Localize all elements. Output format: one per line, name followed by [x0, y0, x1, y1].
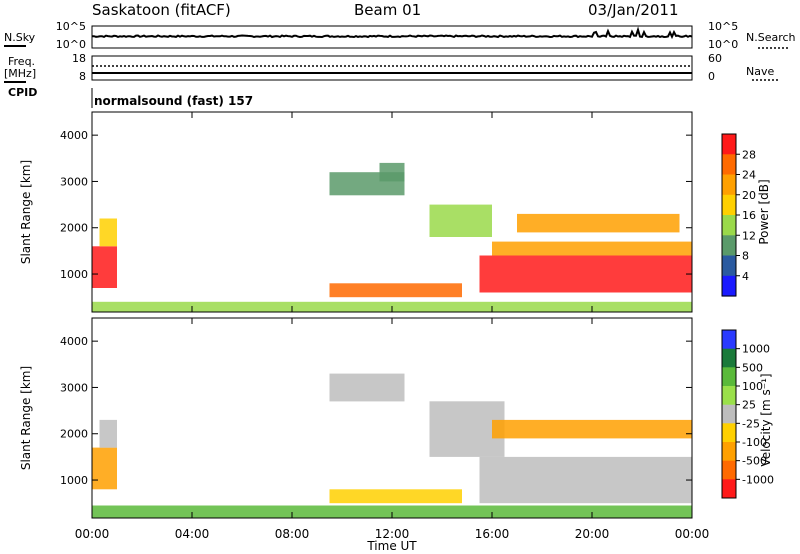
power-cbar-swatch-2	[722, 174, 736, 196]
station-title: Saskatoon (fitACF)	[92, 1, 231, 19]
date-title: 03/Jan/2011	[588, 1, 679, 19]
mhz-label: [MHz]	[4, 67, 37, 80]
velocity-cbar-tick-1: 500	[742, 361, 763, 374]
x-tick-4: 16:00	[475, 527, 510, 541]
velocity-cbar-swatch-8	[722, 479, 736, 499]
x-tick-3: 12:00	[375, 527, 410, 541]
noise-left-tick-top: 10^5	[56, 20, 86, 33]
power-cbar-tick-6: 4	[742, 270, 749, 283]
power-cbar-swatch-0	[722, 134, 736, 155]
velocity-cbar-tick-7: -1000	[742, 473, 774, 486]
freq-panel: 18 8 60 0	[4, 52, 780, 83]
x-tick-2: 08:00	[275, 527, 310, 541]
x-tick-1: 04:00	[175, 527, 210, 541]
power-panel: 1000 2000 3000 4000 Slant Range [km]	[19, 111, 693, 313]
freq-label: Freq.	[8, 55, 36, 68]
cpid-label: CPID	[8, 86, 38, 99]
velocity-cbar-tick-0: 1000	[742, 343, 770, 356]
power-region-0	[92, 246, 117, 288]
velocity-region-1	[99, 419, 117, 448]
power-region-4	[379, 162, 405, 182]
noise-right-tick-bottom: 10^0	[708, 38, 738, 51]
velocity-region-5	[479, 456, 692, 504]
velocity-region-6	[492, 419, 692, 439]
power-cbar-tick-4: 12	[742, 229, 756, 242]
noise-left-tick-bottom: 10^0	[56, 38, 86, 51]
x-tick-6: 00:00	[675, 527, 710, 541]
power-cbar-swatch-1	[722, 154, 736, 176]
power-cbar-tick-2: 20	[742, 189, 756, 202]
velocity-panel: 1000 2000 3000 4000 Slant Range [km]	[19, 317, 693, 519]
nave-label: Nave	[746, 65, 775, 78]
power-cbar-tick-3: 16	[742, 209, 756, 222]
x-tick-5: 20:00	[575, 527, 610, 541]
power-region-2	[329, 283, 462, 298]
velocity-region-0	[92, 447, 117, 490]
freq-tick-top: 18	[72, 52, 86, 65]
cpid-text: normalsound (fast) 157	[94, 94, 254, 108]
velocity-cbar-tick-5: -100	[742, 436, 767, 449]
velocity-region-3	[329, 373, 405, 402]
x-tick-0: 00:00	[75, 527, 110, 541]
power-colorbar-label: Power [dB]	[757, 179, 771, 244]
power-ytick-1: 2000	[60, 222, 88, 235]
velocity-cbar-tick-6: -500	[742, 455, 767, 468]
nsearch-label: N.Search	[746, 31, 796, 44]
power-cbar-swatch-3	[722, 194, 736, 216]
velocity-region-7	[92, 505, 692, 518]
power-cbar-swatch-4	[722, 215, 736, 236]
power-ylabel: Slant Range [km]	[19, 160, 33, 264]
power-colorbar: 28 24 20 16 12 8 4	[721, 133, 756, 297]
beam-title: Beam 01	[354, 1, 422, 19]
power-ytick-2: 3000	[60, 175, 88, 188]
velocity-cbar-swatch-6	[722, 442, 736, 462]
power-region-8	[517, 213, 680, 233]
velocity-ytick-2: 3000	[60, 381, 88, 394]
velocity-colorbar-label: Velocity [m s⁻¹]	[759, 373, 773, 466]
power-cbar-swatch-5	[722, 235, 736, 257]
power-region-1	[99, 218, 117, 247]
noise-right-tick-top: 10^5	[708, 20, 738, 33]
power-cbar-tick-1: 24	[742, 169, 756, 182]
power-region-5	[429, 204, 492, 237]
power-cbar-tick-5: 8	[742, 250, 749, 263]
nave-tick-bottom: 0	[708, 70, 715, 83]
velocity-cbar-tick-2: 100	[742, 380, 763, 393]
velocity-cbar-swatch-3	[722, 386, 736, 406]
power-region-6	[479, 255, 692, 293]
velocity-colorbar: 1000 500 100 25 -25 -100 -500 -1000	[721, 329, 774, 499]
velocity-cbar-tick-3: 25	[742, 399, 756, 412]
velocity-region-2	[329, 489, 462, 504]
velocity-cbar-tick-4: -25	[742, 417, 760, 430]
noise-panel: 10^5 10^0 10^5 10^0	[4, 20, 790, 51]
velocity-ytick-3: 4000	[60, 335, 88, 348]
power-cbar-swatch-6	[722, 255, 736, 277]
velocity-cbar-swatch-2	[722, 367, 736, 387]
nsky-label: N.Sky	[4, 31, 36, 44]
freq-tick-bottom: 8	[79, 70, 86, 83]
power-ytick-0: 1000	[60, 268, 88, 281]
nave-tick-top: 60	[708, 52, 722, 65]
velocity-cbar-swatch-0	[722, 330, 736, 350]
velocity-cbar-swatch-5	[722, 423, 736, 443]
noise-line	[91, 26, 693, 40]
power-cbar-tick-0: 28	[742, 148, 756, 161]
velocity-ylabel: Slant Range [km]	[19, 366, 33, 470]
velocity-cbar-swatch-4	[722, 404, 736, 424]
power-ytick-3: 4000	[60, 129, 88, 142]
x-axis-label: Time UT	[366, 539, 417, 553]
velocity-cbar-swatch-7	[722, 460, 736, 480]
power-cbar-swatch-7	[722, 275, 736, 297]
power-region-7	[492, 241, 692, 256]
velocity-cbar-swatch-1	[722, 348, 736, 368]
velocity-ytick-0: 1000	[60, 474, 88, 487]
velocity-ytick-1: 2000	[60, 428, 88, 441]
